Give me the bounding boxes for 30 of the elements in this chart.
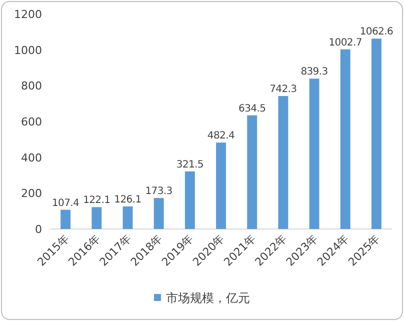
data-label: 321.5 [176,159,204,170]
bar [371,38,382,229]
bar [92,207,102,229]
data-label: 482.4 [207,130,235,142]
data-label: 126.1 [114,194,142,206]
y-tick-label: 600 [21,116,42,128]
data-label: 1062.6 [360,26,394,38]
data-label: 839.3 [300,66,328,78]
y-tick-label: 1200 [14,8,42,21]
bar [60,210,71,229]
y-tick-label: 0 [35,223,42,236]
bar [340,49,350,229]
y-tick-label: 200 [21,187,42,200]
bar [247,115,258,229]
legend-label: 市场规模，亿元 [166,291,250,305]
data-label: 1002.7 [328,37,362,48]
data-label: 634.5 [238,103,266,114]
bar [278,96,288,229]
data-label: 173.3 [145,186,172,197]
data-label: 122.1 [83,195,110,206]
bar [154,198,164,229]
bar [184,171,195,229]
y-tick-label: 1000 [14,44,42,57]
bar [122,206,133,229]
y-tick-label: 400 [21,151,42,164]
bar [216,142,226,229]
data-label: 107.4 [52,198,80,209]
bar [309,78,320,229]
data-label: 742.3 [270,84,297,96]
y-tick-label: 800 [21,80,42,93]
